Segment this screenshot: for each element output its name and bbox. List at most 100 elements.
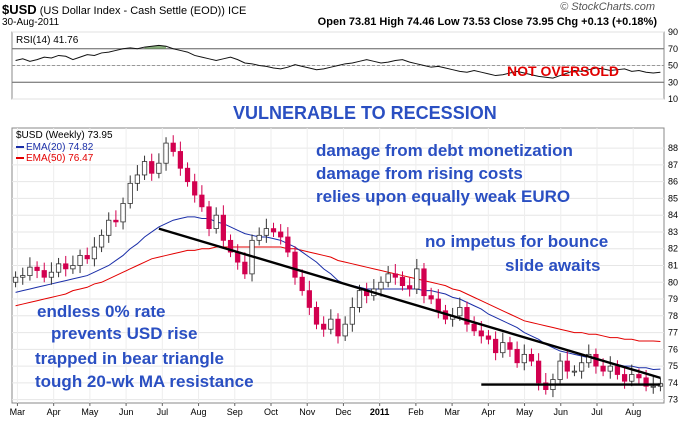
- x-tick-label: Nov: [299, 407, 316, 417]
- x-tick-label: Dec: [335, 407, 352, 417]
- candle-up: [156, 162, 162, 174]
- candle-up: [328, 318, 334, 330]
- annotation-no-impetus: no impetus for bounce: [425, 232, 609, 251]
- x-tick-label: Apr: [47, 407, 61, 417]
- candle-down: [206, 206, 212, 230]
- price-y-tick-label: 85: [668, 193, 678, 203]
- candle-down: [177, 151, 183, 169]
- candle-down: [41, 270, 47, 278]
- candle-down: [278, 231, 284, 238]
- rsi-y-tick-label: 30: [668, 77, 678, 87]
- ema20-legend: EMA(20) 74.82: [16, 142, 93, 153]
- candle-down: [285, 236, 291, 253]
- x-tick-label: Aug: [625, 407, 641, 417]
- candle-up: [457, 307, 463, 317]
- price-y-tick-label: 80: [668, 277, 678, 287]
- rsi-y-tick-label: 50: [668, 61, 678, 71]
- candle-up: [578, 362, 585, 372]
- price-y-tick-label: 86: [668, 177, 678, 187]
- candle-down: [478, 330, 484, 337]
- price-y-tick-label: 88: [668, 143, 678, 153]
- annotation-prevents-rise: prevents USD rise: [51, 324, 198, 343]
- candle-up: [356, 290, 363, 308]
- candle-up: [12, 276, 19, 283]
- candle-down: [392, 273, 398, 278]
- candle-up: [586, 353, 592, 364]
- candle-down: [471, 323, 477, 332]
- candle-down: [184, 167, 191, 183]
- x-tick-label: Oct: [264, 407, 279, 417]
- price-y-tick-label: 75: [668, 361, 678, 371]
- x-tick-label: Sep: [227, 407, 243, 417]
- candle-up: [120, 203, 126, 223]
- price-legend-label: $USD (Weekly) 73.95: [16, 130, 113, 141]
- candle-up: [55, 263, 62, 273]
- candle-down: [543, 382, 549, 390]
- rsi-y-tick-label: 90: [668, 27, 678, 37]
- annotation-not-oversold: NOT OVERSOLD: [507, 63, 620, 79]
- candle-down: [313, 307, 320, 325]
- candle-down: [270, 228, 277, 233]
- candle-down: [306, 290, 312, 308]
- candle-down: [564, 360, 570, 372]
- candle-down: [63, 263, 69, 270]
- candle-down: [321, 323, 327, 330]
- candle-up: [650, 385, 656, 388]
- candle-up: [256, 234, 262, 241]
- resistance-trendline: [158, 227, 661, 379]
- candle-up: [500, 342, 506, 354]
- candle-down: [227, 239, 234, 253]
- candle-up: [385, 273, 391, 283]
- price-y-tick-label: 76: [668, 344, 678, 354]
- candle-down: [636, 374, 642, 379]
- candle-down: [435, 298, 441, 312]
- rsi-line: [15, 44, 661, 79]
- annotation-debt-monetization: damage from debt monetization: [316, 141, 573, 160]
- price-y-tick-label: 84: [668, 210, 678, 220]
- candle-up: [629, 374, 635, 382]
- x-tick-label: Aug: [191, 407, 207, 417]
- candle-down: [535, 360, 542, 384]
- x-tick-label: Jun: [554, 407, 569, 417]
- candle-up: [98, 234, 105, 248]
- annotation-vulnerable: VULNERABLE TO RECESSION: [233, 103, 497, 123]
- candle-down: [149, 161, 155, 174]
- ema50-legend-label: EMA(50) 76.47: [26, 153, 94, 164]
- ema20-swatch: [16, 146, 24, 149]
- candle-down: [614, 365, 621, 375]
- candle-up: [91, 246, 98, 260]
- candle-down: [292, 251, 298, 278]
- candle-up: [141, 161, 148, 176]
- candle-up: [521, 353, 527, 364]
- rsi-y-tick-label: 70: [668, 44, 678, 54]
- x-tick-label: Apr: [481, 407, 495, 417]
- price-y-tick-label: 73: [668, 395, 678, 405]
- price-y-tick-label: 81: [668, 261, 678, 271]
- brand-label: © StockCharts.com: [560, 1, 655, 13]
- candle-up: [414, 268, 420, 290]
- candle-down: [493, 338, 499, 354]
- candle-up: [106, 219, 112, 236]
- price-legend: $USD (Weekly) 73.95: [16, 130, 113, 141]
- candle-down: [220, 214, 226, 241]
- price-y-tick-label: 74: [668, 378, 678, 388]
- x-tick-label: Jun: [119, 407, 134, 417]
- candle-down: [407, 285, 413, 290]
- candle-down: [600, 365, 606, 372]
- candle-up: [48, 271, 55, 278]
- price-y-tick-label: 79: [668, 294, 678, 304]
- price-y-tick-label: 77: [668, 328, 678, 338]
- price-y-tick-label: 78: [668, 311, 678, 321]
- annotation-weak-euro: relies upon equally weak EURO: [316, 187, 571, 206]
- x-tick-label: May: [81, 407, 99, 417]
- ema20-legend-label: EMA(20) 74.82: [26, 142, 94, 153]
- chart-title: $USD (US Dollar Index - Cash Settle (EOD…: [2, 2, 246, 17]
- x-tick-label: Jul: [591, 407, 603, 417]
- candle-down: [113, 219, 119, 223]
- rsi-y-tick-label: 10: [668, 94, 678, 104]
- candle-down: [421, 268, 427, 297]
- instrument-name: (US Dollar Index - Cash Settle (EOD)): [39, 5, 225, 17]
- candle-up: [342, 323, 348, 337]
- price-y-tick-label: 87: [668, 160, 678, 170]
- ohlc-readout: Open 73.81 High 74.46 Low 73.53 Close 73…: [317, 16, 657, 28]
